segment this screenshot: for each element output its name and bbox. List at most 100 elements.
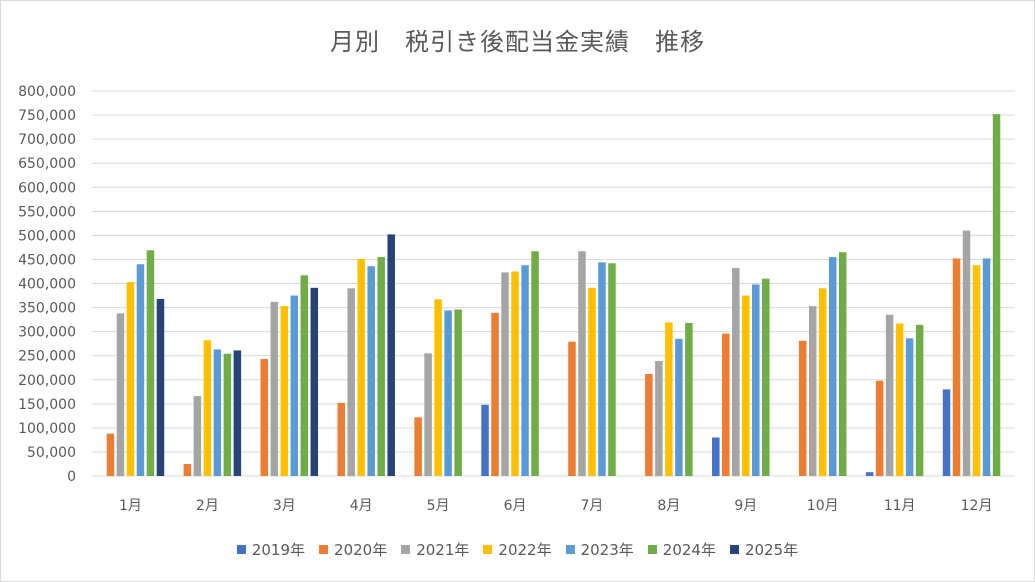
bar	[213, 349, 222, 476]
legend-swatch	[319, 545, 329, 554]
x-tick-label: 2月	[196, 498, 219, 514]
bar	[808, 306, 817, 476]
bar	[481, 404, 489, 476]
bar	[511, 271, 519, 476]
bar	[357, 258, 365, 476]
bar	[608, 263, 616, 476]
y-tick-label: 0	[67, 469, 76, 485]
legend-swatch	[401, 545, 411, 554]
legend-item: 2020年	[319, 539, 387, 560]
y-tick-label: 600,000	[18, 180, 76, 196]
bar	[645, 373, 653, 476]
bar	[223, 353, 232, 476]
y-tick-label: 550,000	[18, 204, 76, 220]
legend-swatch	[565, 545, 575, 554]
bar	[982, 258, 991, 476]
x-tick-label: 9月	[734, 498, 757, 514]
bar	[665, 322, 673, 476]
bar	[712, 437, 720, 476]
legend-label: 2024年	[662, 541, 716, 559]
bar	[828, 257, 837, 476]
bar	[521, 265, 529, 476]
bar	[126, 282, 135, 476]
bar	[598, 262, 606, 476]
bar	[434, 299, 442, 476]
bar	[280, 306, 289, 476]
bar	[337, 402, 345, 476]
y-tick-label: 800,000	[18, 84, 76, 100]
bar	[685, 322, 693, 476]
bar	[915, 324, 924, 476]
bar	[952, 258, 961, 476]
bar	[501, 272, 509, 476]
y-tick-label: 350,000	[18, 301, 76, 317]
bar	[762, 278, 770, 476]
bar	[752, 284, 760, 476]
x-tick-label: 3月	[273, 498, 296, 514]
bar	[424, 353, 432, 476]
bar	[675, 338, 683, 476]
y-tick-label: 200,000	[18, 373, 76, 389]
x-tick-label: 10月	[807, 498, 839, 514]
bar	[885, 314, 894, 476]
bar	[347, 288, 355, 476]
bar	[183, 463, 192, 476]
legend-item: 2024年	[647, 539, 716, 560]
bar	[992, 114, 1001, 476]
y-tick-label: 700,000	[18, 132, 76, 148]
legend-item: 2023年	[565, 539, 634, 560]
bar	[106, 433, 115, 476]
bar	[732, 268, 740, 476]
bar	[491, 312, 499, 476]
bar	[203, 340, 212, 476]
bar	[838, 252, 847, 476]
legend-item: 2019年	[236, 539, 306, 560]
bar	[942, 389, 951, 476]
y-tick-label: 450,000	[18, 252, 76, 268]
bar	[722, 333, 730, 476]
legend-swatch	[236, 545, 246, 554]
bar	[310, 287, 319, 476]
bar	[377, 257, 385, 476]
chart-title: 月別 税引き後配当金実績 推移	[330, 28, 705, 56]
legend-item: 2022年	[483, 539, 552, 560]
bar	[578, 251, 586, 476]
legend: 2019年 2020年 2021年 2022年 2023年 2024年 2025年	[0, 539, 1035, 560]
bar	[588, 287, 596, 476]
y-tick-label: 400,000	[18, 277, 76, 293]
y-tick-label: 750,000	[18, 108, 76, 124]
y-tick-label: 500,000	[18, 228, 76, 244]
bar	[444, 310, 452, 476]
legend-item: 2021年	[401, 539, 469, 560]
bar	[193, 396, 202, 476]
legend-label: 2025年	[744, 541, 799, 559]
bar	[798, 340, 807, 476]
y-tick-label: 100,000	[18, 421, 76, 437]
bar	[531, 251, 539, 476]
legend-swatch	[483, 545, 493, 554]
y-tick-label: 650,000	[18, 156, 76, 172]
y-tick-label: 150,000	[18, 397, 76, 413]
y-tick-label: 50,000	[27, 445, 76, 461]
legend-label: 2021年	[416, 541, 470, 559]
x-tick-label: 7月	[580, 498, 603, 514]
bar	[300, 275, 309, 476]
bar	[387, 234, 395, 476]
bar	[146, 250, 155, 476]
x-tick-label: 5月	[427, 498, 450, 514]
legend-label: 2019年	[251, 541, 306, 559]
x-tick-label: 12月	[961, 498, 993, 514]
legend-label: 2023年	[580, 541, 634, 559]
bar	[454, 309, 462, 476]
bar	[116, 313, 125, 476]
bar	[865, 472, 874, 476]
legend-label: 2020年	[334, 541, 388, 559]
x-tick-label: 8月	[657, 498, 680, 514]
bar	[367, 266, 375, 476]
bar	[260, 359, 269, 476]
bar	[233, 350, 242, 476]
x-tick-label: 1月	[119, 498, 142, 514]
y-tick-label: 300,000	[18, 325, 76, 341]
x-tick-label: 4月	[350, 498, 373, 514]
